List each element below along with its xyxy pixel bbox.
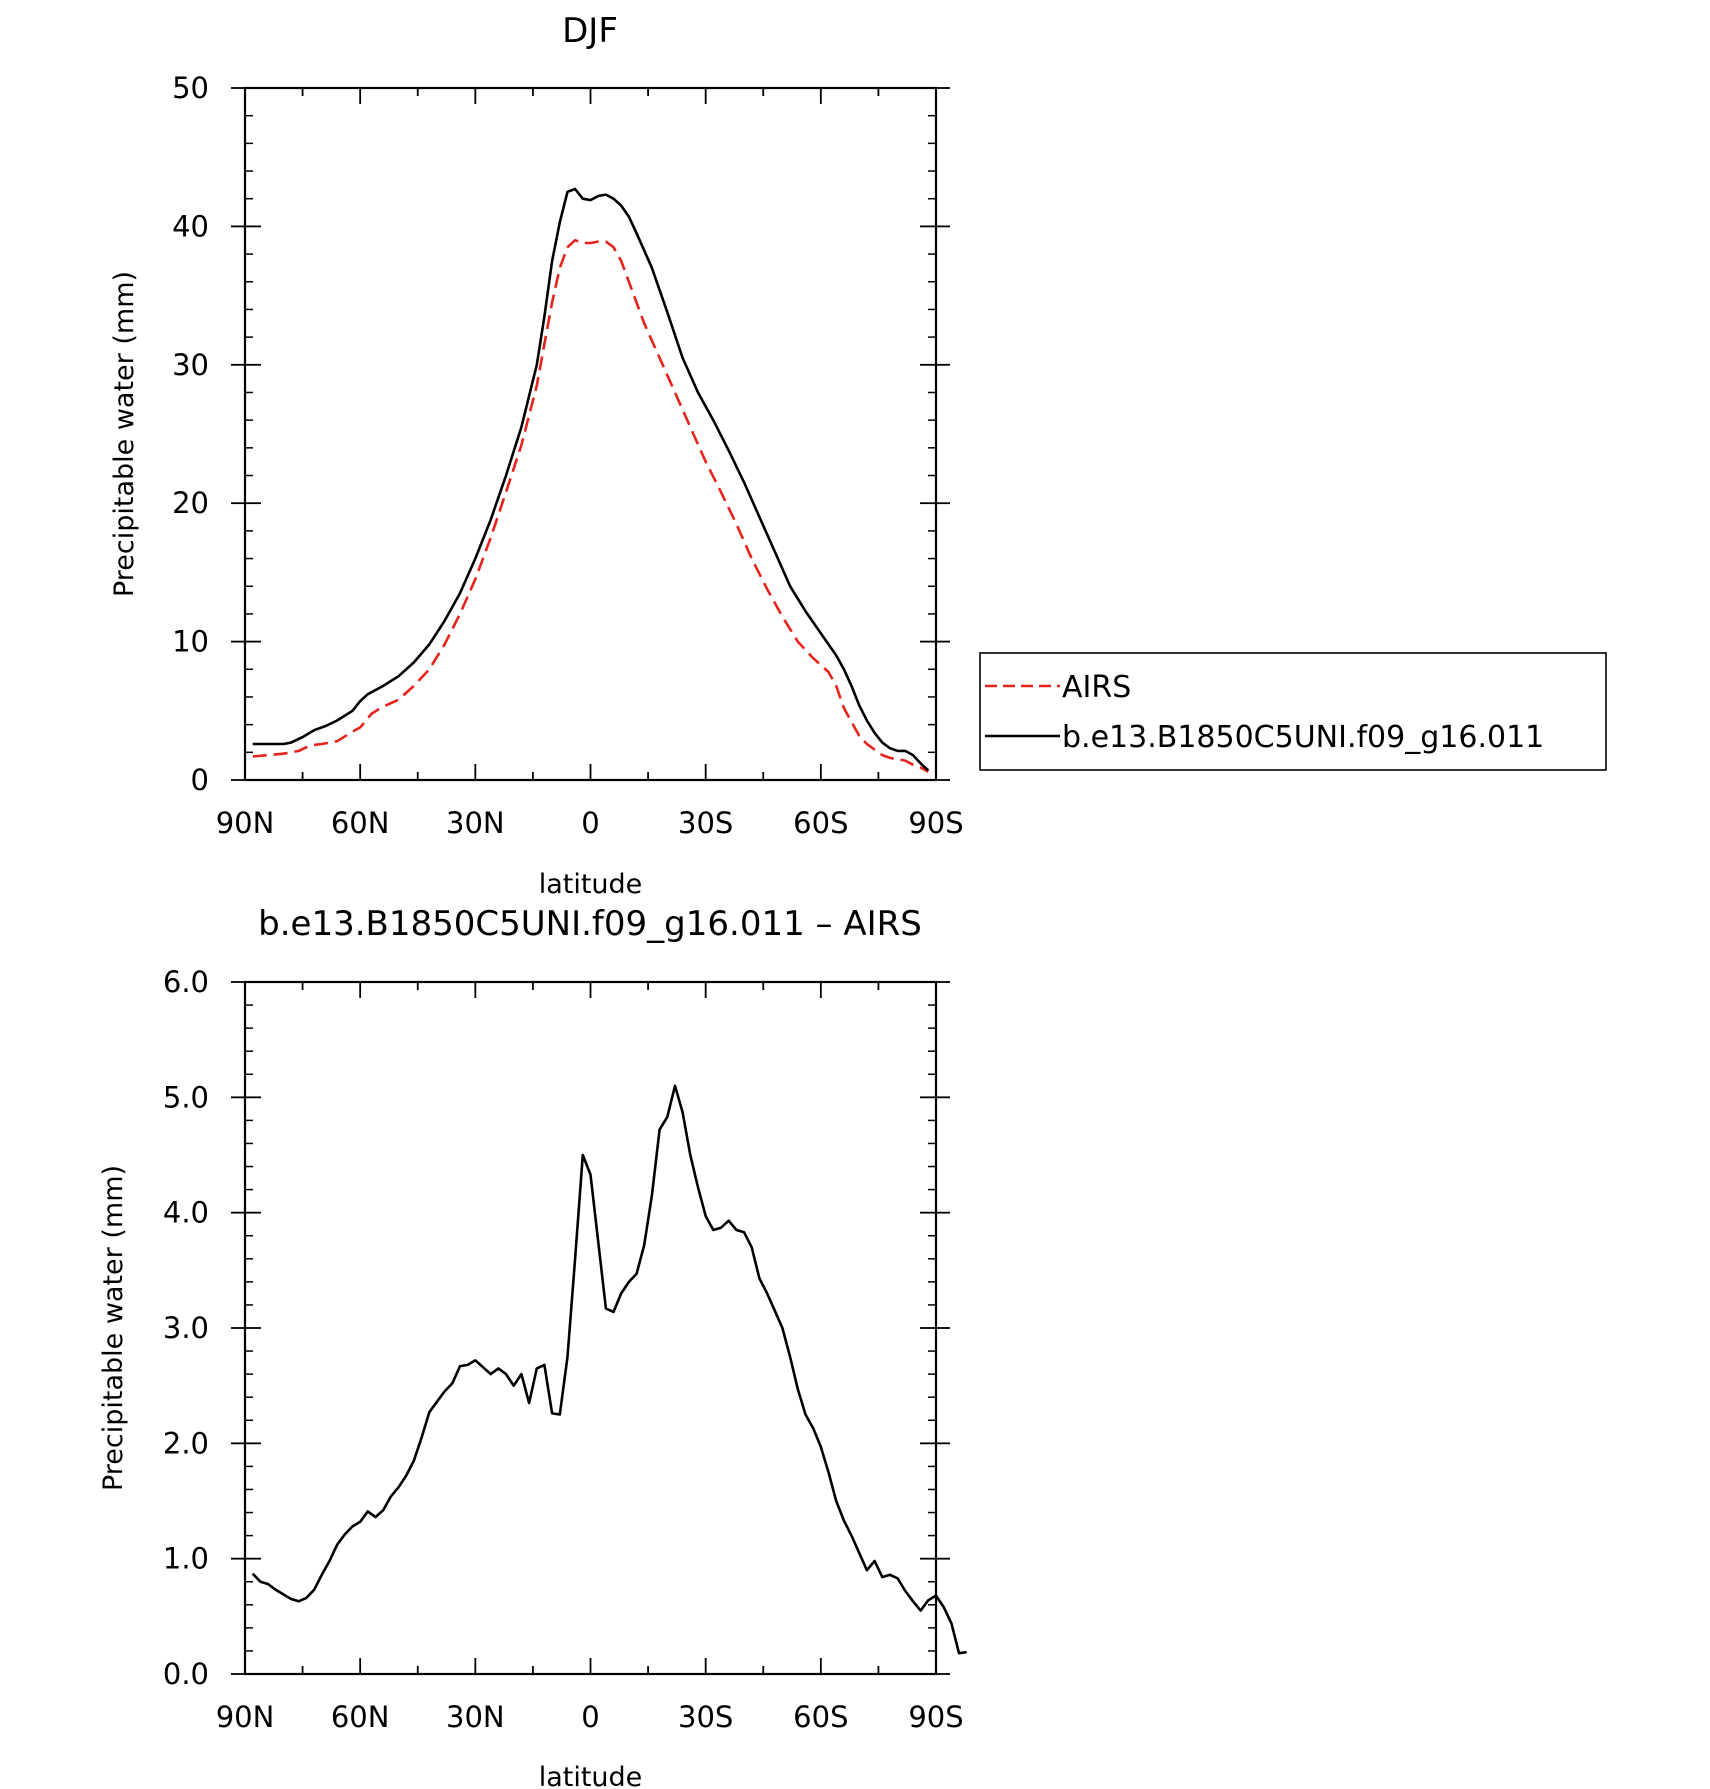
x-tick-label: 90N	[216, 806, 275, 840]
series-line-2	[252, 187, 930, 772]
y-tick-label: 2.0	[163, 1426, 209, 1460]
x-tick-label: 60S	[793, 806, 848, 840]
y-tick-label: 40	[172, 209, 209, 243]
y-tick-label: 3.0	[163, 1311, 209, 1345]
y-tick-label: 50	[172, 71, 209, 105]
chart-title: b.e13.B1850C5UNI.f09_g16.011 – AIRS	[258, 904, 922, 944]
y-tick-label: 0	[191, 763, 209, 797]
x-tick-label: 30S	[678, 806, 733, 840]
series-line-1	[252, 238, 929, 773]
legend-label: b.e13.B1850C5UNI.f09_g16.011	[1062, 720, 1544, 755]
x-tick-label: 60N	[331, 806, 390, 840]
y-tick-label: 5.0	[163, 1080, 209, 1114]
y-axis-label: Precipitable water (mm)	[109, 271, 140, 597]
chart-2: 90N 60N 30N 0 30S 60S 90S 0.0 1.0 2.0 3.0 4.0 5.0 6.0…	[98, 904, 967, 1789]
y-tick-label: 10	[172, 625, 209, 659]
y-tick-label: 20	[172, 486, 209, 520]
legend: AIRS b.e13.B1850C5UNI.f09_g16.011	[979, 652, 1607, 771]
y-tick-label: 30	[172, 348, 209, 382]
x-tick-label: 90S	[908, 1700, 963, 1734]
x-axis-label: latitude	[539, 869, 643, 900]
plot-frame	[243, 980, 938, 1676]
y-tick-label: 0.0	[163, 1657, 209, 1691]
x-tick-label: 30N	[446, 806, 505, 840]
x-tick-label: 0	[581, 1700, 599, 1734]
x-tick-label: 30S	[678, 1700, 733, 1734]
series-line-1	[251, 1084, 967, 1655]
y-tick-label: 4.0	[163, 1196, 209, 1230]
x-axis-label: latitude	[539, 1762, 643, 1789]
x-tick-label: 0	[581, 806, 599, 840]
y-tick-label: 1.0	[163, 1542, 209, 1576]
y-axis-label: Precipitable water (mm)	[98, 1165, 129, 1491]
chart-1: 90N 60N 30N 0 30S 60S 90S 0 10 20 30 40 50 DJF latitud…	[109, 11, 1607, 900]
plot-frame	[243, 86, 938, 782]
x-tick-label: 30N	[446, 1700, 505, 1734]
x-tick-label: 90N	[216, 1700, 275, 1734]
x-tick-label: 60N	[331, 1700, 390, 1734]
x-tick-label: 90S	[908, 806, 963, 840]
chart-title: DJF	[562, 11, 618, 51]
y-tick-label: 6.0	[163, 965, 209, 999]
x-tick-label: 60S	[793, 1700, 848, 1734]
legend-label: AIRS	[1062, 670, 1131, 705]
legend-box	[979, 652, 1607, 771]
